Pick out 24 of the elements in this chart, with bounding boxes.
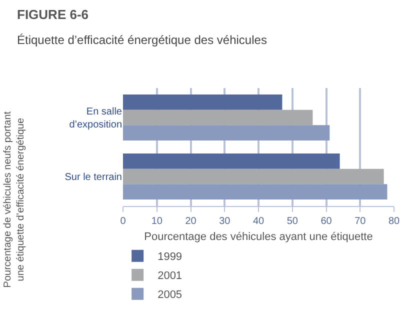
chart-title: FIGURE 6-6 xyxy=(17,7,89,22)
legend-label: 2005 xyxy=(158,289,182,302)
y-tick-label: En salle d’exposition xyxy=(69,106,122,130)
x-tick-label: 60 xyxy=(320,216,332,227)
legend-label: 2001 xyxy=(158,270,182,282)
x-tick-label: 0 xyxy=(120,216,126,227)
chart-subtitle: Étiquette d’efficacité énergétique des véhicules xyxy=(17,33,267,47)
legend-label: 1999 xyxy=(158,251,182,264)
bar xyxy=(123,125,330,141)
x-tick-label: 80 xyxy=(388,216,400,227)
bar xyxy=(123,153,340,169)
bar xyxy=(123,168,384,184)
x-tick-label: 30 xyxy=(219,216,231,227)
y-tick-label: Sur le terrain xyxy=(64,172,122,183)
bar xyxy=(123,110,313,126)
x-tick-label: 20 xyxy=(185,216,197,227)
x-tick-label: 10 xyxy=(151,216,163,227)
y-axis-title: Pourcentage de véhicules neufs portant une étiquette d’efficacité énergétique xyxy=(2,111,26,288)
x-tick-label: 70 xyxy=(354,216,366,227)
x-axis-title: Pourcentage des véhicules ayant une étiquette xyxy=(144,231,373,244)
bar xyxy=(123,94,282,110)
x-tick-label: 50 xyxy=(286,216,298,227)
bar xyxy=(123,184,388,200)
x-tick-label: 40 xyxy=(252,216,264,227)
